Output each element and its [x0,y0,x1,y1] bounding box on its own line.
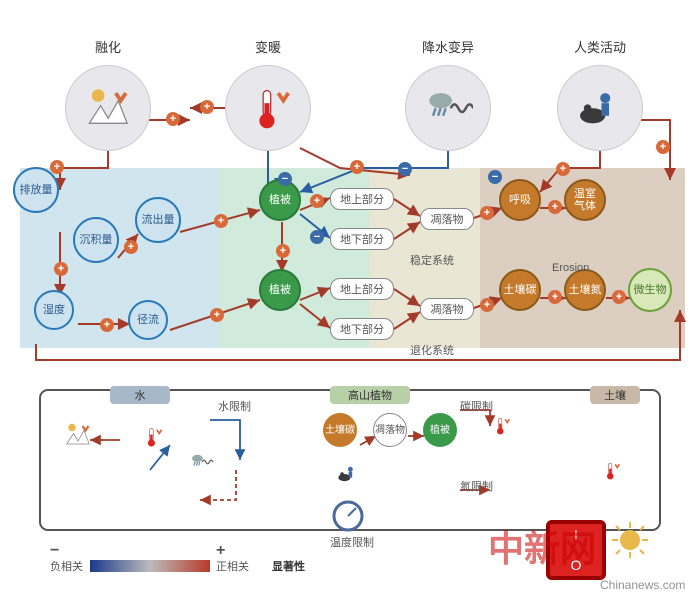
mini-node-2: 植被 [423,413,457,447]
tab-plant: 高山植物 [330,386,410,404]
driver-label-precip: 降水变异 [418,37,478,56]
watermark-url: Chinanews.com [600,578,685,592]
driver-label-thaw: 融化 [78,37,138,56]
driver-label-human: 人类活动 [570,37,630,56]
plus-badge: + [656,140,670,154]
plus-badge: + [214,214,228,228]
plus-badge: + [200,100,214,114]
driver-warm [225,65,311,151]
node-sediment: 沉积量 [73,217,119,263]
plus-badge: + [310,194,324,208]
node-ghg: 温室气体 [564,179,606,221]
driver-label-warm: 变暖 [238,37,298,56]
node-soilC: 土壤碳 [499,269,541,311]
plus-badge: + [548,200,562,214]
system-label: 稳定系统 [410,252,454,268]
minus-badge: − [398,162,412,176]
box-litter1: 凋落物 [420,208,474,230]
minus-badge: − [488,170,502,184]
box-above2: 地上部分 [330,278,394,300]
tab-soil: 土壤 [590,386,640,404]
plus-badge: + [350,160,364,174]
node-veg2: 植被 [259,269,301,311]
plus-badge: + [124,240,138,254]
mini-label: 碳限制 [460,398,493,414]
ecosystem-diagram: 融化变暖降水变异人类活动排放量沉积量流出量湿度径流植被植被呼吸温室气体土壤碳土壤… [0,0,700,596]
system-label: Erosion [552,262,589,274]
system-label: 退化系统 [410,342,454,358]
node-veg1: 植被 [259,179,301,221]
box-below2: 地下部分 [330,318,394,340]
node-runoff: 径流 [128,300,168,340]
minus-badge: − [278,172,292,186]
mini-label: 氮限制 [460,478,493,494]
driver-human [557,65,643,151]
box-below1: 地下部分 [330,228,394,250]
node-humidity: 湿度 [34,290,74,330]
minus-badge: − [310,230,324,244]
box-litter2: 凋落物 [420,298,474,320]
mini-label: 水限制 [218,398,251,414]
node-emission: 排放量 [13,167,59,213]
watermark: 中新网 [488,520,596,572]
node-flow: 流出量 [135,197,181,243]
significance-gradient [90,560,210,572]
plus-badge: + [166,112,180,126]
plus-badge: + [480,206,494,220]
node-resp: 呼吸 [499,179,541,221]
node-microbe: 微生物 [628,268,672,312]
plus-badge: + [548,290,562,304]
plus-badge: + [276,244,290,258]
plus-badge: + [612,290,626,304]
mini-node-1: 凋落物 [373,413,407,447]
driver-thaw [65,65,151,151]
plus-badge: + [556,162,570,176]
mini-node-0: 土壤碳 [323,413,357,447]
mini-label: 温度限制 [330,534,374,550]
plus-badge: + [480,298,494,312]
tab-water: 水 [110,386,170,404]
plus-badge: + [50,160,64,174]
plus-badge: + [54,262,68,276]
driver-precip [405,65,491,151]
plus-badge: + [100,318,114,332]
node-soilN: 土壤氮 [564,269,606,311]
box-above1: 地上部分 [330,188,394,210]
plus-badge: + [210,308,224,322]
